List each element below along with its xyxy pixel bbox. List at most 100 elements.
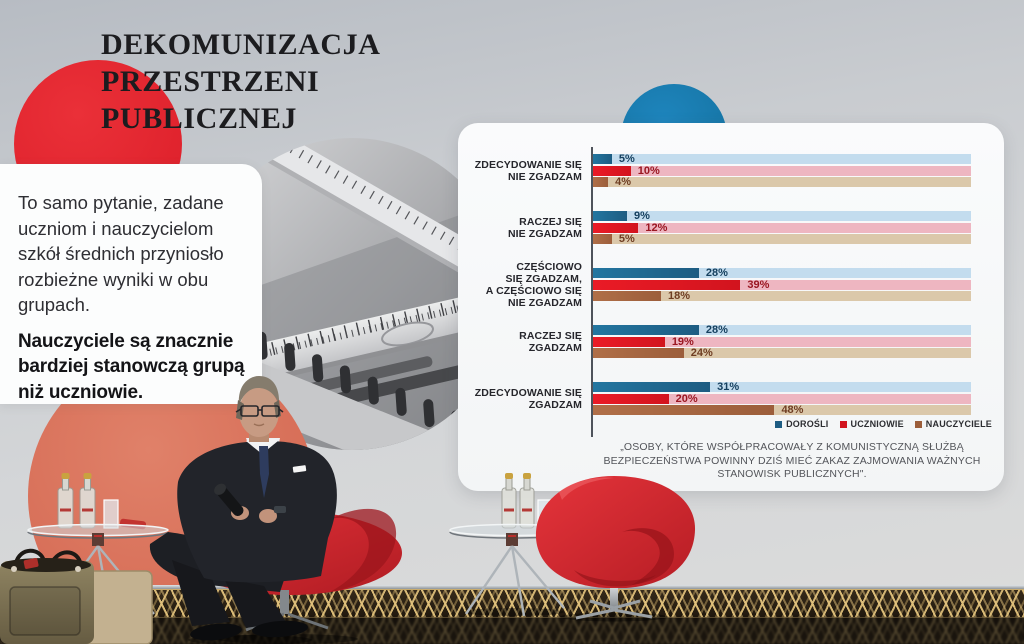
chair-stem	[610, 588, 618, 610]
bar-track: 28%	[593, 324, 971, 336]
chart-category-group: ZDECYDOWANIE SIĘ NIE ZGADZAM 5% 10% 4%	[458, 151, 1004, 190]
mouth	[253, 423, 265, 427]
slide-title: DEKOMUNIZACJA PRZESTRZENI PUBLICZNEJ	[101, 26, 380, 137]
face	[239, 387, 279, 437]
pocket-square	[292, 465, 307, 473]
bar-fill	[593, 211, 628, 221]
water-bottle	[57, 473, 74, 529]
water-bottle	[79, 473, 96, 529]
hair	[238, 376, 280, 406]
water-bottle	[519, 473, 535, 529]
bar-track: 5%	[593, 153, 971, 165]
stage-floor-pattern	[0, 589, 1024, 618]
bar-fill	[593, 268, 699, 278]
chart-category-label: ZDECYDOWANIE SIĘ ZGADZAM	[474, 386, 582, 411]
speaker-silhouette	[149, 376, 402, 644]
bar-value-label: 5%	[618, 153, 635, 165]
chart-category-label: ZDECYDOWANIE SIĘ NIE ZGADZAM	[474, 158, 582, 183]
bar-value-label: 19%	[671, 335, 694, 348]
slide-text-box: To samo pytanie, zadane uczniom i nauczy…	[0, 164, 262, 404]
legend-swatch-icon	[914, 420, 922, 428]
bag	[0, 548, 153, 644]
bar-fill	[593, 325, 699, 335]
chart-rows: ZDECYDOWANIE SIĘ NIE ZGADZAM 5% 10% 4% RACZE…	[458, 151, 1004, 436]
bar-track: 24%	[593, 347, 971, 359]
chart-category-bars: 5% 10% 4%	[593, 153, 971, 189]
legend-item: UCZNIOWIE	[839, 419, 904, 429]
bar-fill	[593, 177, 609, 187]
bar-track: 12%	[593, 221, 971, 234]
bar-track: 48%	[593, 404, 971, 416]
bar-fill	[593, 165, 631, 176]
bar-value-label: 10%	[637, 164, 660, 177]
bar-fill	[593, 393, 669, 404]
bar-fill	[593, 154, 612, 164]
chart-axis-line	[591, 147, 593, 437]
shoe	[252, 620, 308, 638]
legend-item: NAUCZYCIELE	[914, 419, 992, 429]
legend-label: NAUCZYCIELE	[925, 419, 992, 429]
chart-legend: DOROŚLI UCZNIOWIE NAUCZYCIELE	[775, 419, 992, 429]
bar-fill	[593, 234, 612, 244]
chart-category-label: RACZEJ SIĘ NIE ZGADZAM	[507, 215, 582, 240]
shoe	[190, 623, 242, 641]
bar-fill	[593, 291, 662, 301]
slide-title-line-2: PRZESTRZENI	[101, 65, 320, 98]
bar-track: 4%	[593, 176, 971, 188]
bar-track: 39%	[593, 278, 971, 291]
bar-value-label: 12%	[645, 221, 668, 234]
bar-fill	[593, 405, 775, 415]
bar-fill	[593, 222, 639, 233]
chart-category-label: CZĘŚCIOWO SIĘ ZGADZAM, A CZĘŚCIOWO SIĘ N…	[485, 260, 582, 309]
glass-tabletop	[27, 523, 169, 539]
water-bottle	[501, 473, 517, 529]
bar-track: 28%	[593, 267, 971, 279]
legend-label: DOROŚLI	[786, 419, 829, 429]
suit-jacket	[177, 440, 337, 583]
chart-category-label: RACZEJ SIĘ ZGADZAM	[519, 329, 582, 354]
bar-value-label: 31%	[717, 381, 740, 393]
chart-category-group: ZDECYDOWANIE SIĘ ZGADZAM 31% 20% 48%	[458, 379, 1004, 418]
eyeglasses	[235, 405, 284, 417]
chart-caption: „OSOBY, KTÓRE WSPÓŁPRACOWAŁY Z KOMUNISTY…	[603, 441, 981, 480]
legend-label: UCZNIOWIE	[850, 419, 904, 429]
bar-fill	[593, 279, 741, 290]
bar-value-label: 24%	[690, 347, 713, 359]
set-square	[246, 138, 480, 276]
bar-value-label: 5%	[618, 233, 635, 245]
rulers-photo-graphic	[196, 138, 508, 450]
table-legs	[465, 545, 565, 617]
slide-highlight-text: Nauczyciele są znacznie bardziej stanowc…	[18, 330, 245, 403]
bar-value-label: 20%	[675, 392, 698, 405]
rulers-photo-circle	[196, 138, 508, 450]
chart-category-bars: 28% 39% 18%	[593, 267, 971, 303]
bar-value-label: 28%	[705, 267, 728, 279]
bar-fill	[593, 382, 711, 392]
bar-value-label: 28%	[705, 324, 728, 336]
slide-title-line-3: PUBLICZNEJ	[101, 102, 298, 135]
bar-track: 9%	[593, 210, 971, 222]
bar-value-label: 39%	[747, 278, 770, 291]
stage-edge	[0, 585, 1024, 589]
bar-value-label: 4%	[615, 176, 632, 188]
bar-fill	[593, 336, 665, 347]
microphone	[214, 483, 244, 517]
bar-value-label: 18%	[668, 290, 691, 302]
bar-track: 19%	[593, 335, 971, 348]
bar-track: 31%	[593, 381, 971, 393]
legend-item: DOROŚLI	[775, 419, 828, 429]
wristwatch	[274, 506, 286, 513]
chart-category-group: RACZEJ SIĘ NIE ZGADZAM 9% 12% 5%	[458, 208, 1004, 247]
chart-category-bars: 31% 20% 48%	[593, 381, 971, 417]
chart-category-bars: 9% 12% 5%	[593, 210, 971, 246]
slide-intro-text: To samo pytanie, zadane uczniom i nauczy…	[18, 192, 224, 315]
chair-base	[575, 599, 653, 620]
bar-fill	[593, 348, 684, 358]
legend-swatch-icon	[839, 420, 847, 428]
chart-category-group: CZĘŚCIOWO SIĘ ZGADZAM, A CZĘŚCIOWO SIĘ N…	[458, 261, 1004, 309]
bar-track: 18%	[593, 290, 971, 302]
bar-value-label: 48%	[781, 404, 804, 416]
bag-handle	[14, 548, 46, 564]
bar-track: 20%	[593, 392, 971, 405]
